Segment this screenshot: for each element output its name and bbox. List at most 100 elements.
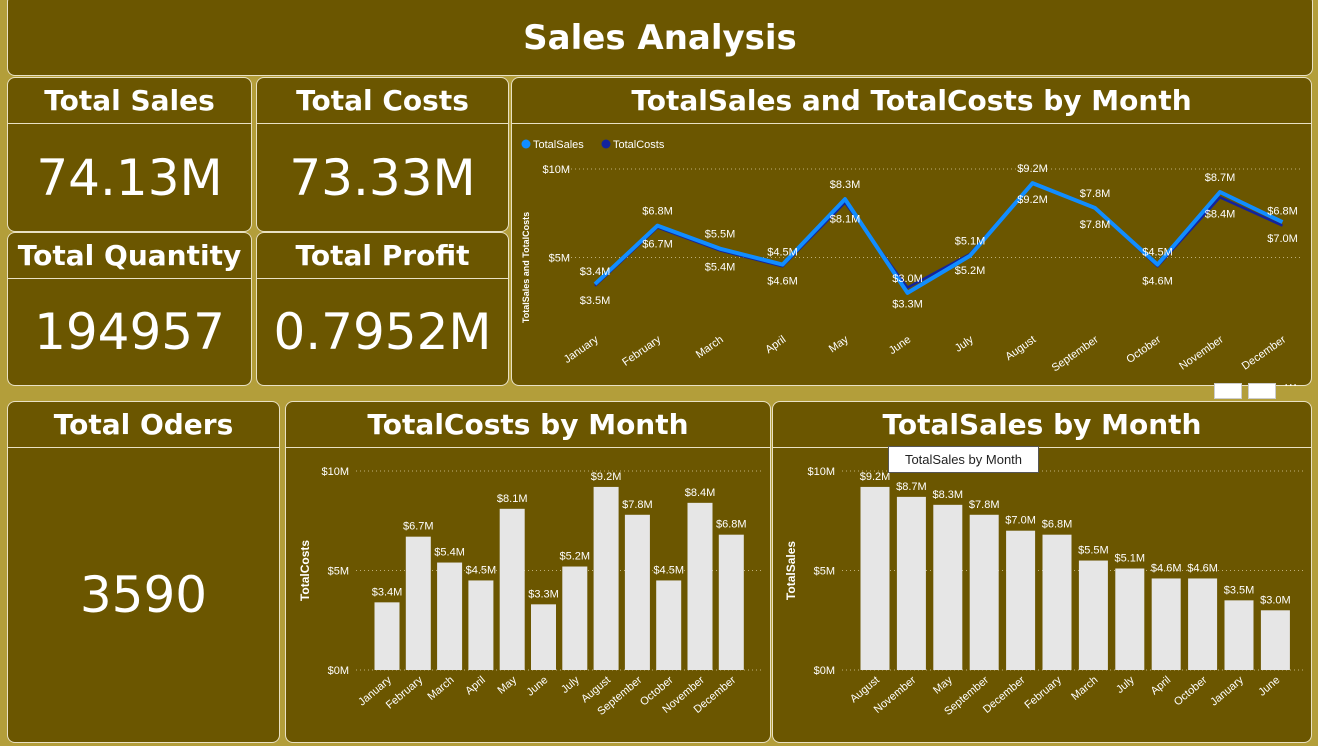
data-label: $8.3M [933,489,964,501]
bar [687,502,713,670]
x-tick-label: March [425,674,456,703]
dashboard-title: Sales Analysis [523,18,797,58]
data-label: $3.3M [892,299,923,311]
data-label: $4.5M [1142,246,1173,258]
bar [1042,534,1072,670]
data-label: $8.7M [896,481,927,493]
x-tick-label: April [763,334,788,356]
data-label: $4.5M [767,246,798,258]
data-label: $6.7M [642,238,673,250]
kpi-value: 0.7952M [273,303,492,361]
x-tick-label: September [1050,333,1101,374]
data-label: $3.4M [580,266,611,278]
data-label: $3.4M [372,586,403,598]
data-label: $8.4M [685,487,716,499]
x-tick-label: January [562,333,601,366]
data-label: $5.2M [955,265,986,277]
kpi-total-quantity[interactable]: Total Quantity 194957 [7,232,252,386]
x-tick-label: April [463,674,488,697]
data-label: $8.4M [1205,208,1236,220]
y-tick-label: $5M [814,566,835,578]
bar [896,496,926,670]
chart-title: TotalSales and TotalCosts by Month [512,78,1311,124]
data-label: $4.6M [767,276,798,288]
kpi-total-sales[interactable]: Total Sales 74.13M [7,77,252,232]
bar [593,486,619,670]
x-tick-label: October [1124,333,1163,365]
chart-tooltip: TotalSales by Month [888,446,1039,473]
chart-title: TotalSales by Month [773,402,1311,448]
bar [1224,600,1254,670]
data-label: $4.6M [1142,276,1173,288]
data-label: $4.6M [1187,562,1218,574]
data-label: $3.0M [892,273,923,285]
sales-bar-chart[interactable]: $10M$5M$0MTotalSales$9.2MAugust$8.7MNove… [773,402,1312,743]
x-tick-label: May [931,674,955,697]
x-tick-label: June [1256,674,1282,699]
x-tick-label: July [1114,674,1137,696]
kpi-value: 194957 [34,303,225,361]
data-label: $7.8M [969,499,1000,511]
x-tick-label: June [887,334,913,358]
y-tick-label: $10M [321,466,349,478]
data-label: $9.2M [1017,163,1048,175]
bar [468,580,494,670]
data-label: $9.2M [1017,194,1048,206]
data-label: $5.1M [1115,553,1146,565]
data-label: $9.2M [860,471,891,483]
bar [1078,560,1108,670]
legend-label: TotalSales [533,139,584,151]
data-label: $6.8M [642,206,673,218]
data-label: $4.6M [1151,562,1182,574]
costs-chart-card[interactable]: TotalCosts by Month $10M $5M $0M TotalCosts… [285,401,771,743]
legend-label: TotalCosts [613,139,665,151]
kpi-label: Total Sales [8,78,251,124]
kpi-label: Total Oders [8,402,279,448]
kpi-label: Total Quantity [8,233,251,279]
y-tick-label: $0M [328,665,349,677]
data-label: $5.4M [434,547,465,559]
kpi-value: 3590 [79,566,208,624]
bar [1006,530,1036,670]
focus-mode-icon[interactable] [1214,383,1242,399]
x-tick-label: August [848,674,882,705]
y-axis-title: TotalCosts [298,540,312,601]
line-chart-card[interactable]: TotalSales and TotalCosts by Month $10M $… [511,77,1312,386]
x-tick-label: November [1177,333,1226,372]
bar [437,562,463,670]
data-label: $8.1M [497,493,528,505]
data-label: $5.5M [1078,545,1109,557]
bar [531,604,556,670]
y-tick-label: $10M [542,164,570,176]
y-tick-label: $10M [807,466,835,478]
bar [1188,578,1218,670]
x-tick-label: January [1208,674,1246,709]
x-tick-label: May [495,674,519,697]
x-tick-label: February [1022,674,1064,712]
bar [933,504,963,670]
filter-icon[interactable] [1248,383,1276,399]
bar [860,486,890,670]
data-label: $6.8M [716,519,747,531]
data-label: $8.3M [830,179,861,191]
more-options-icon[interactable]: ··· [1284,378,1298,394]
data-label: $3.5M [580,295,611,307]
data-label: $3.5M [1224,584,1255,596]
sales-chart-card[interactable]: TotalSales by Month $10M $5M $0M TotalSales… [772,401,1312,743]
data-label: $6.8M [1267,206,1298,218]
y-axis-title: TotalSales and TotalCosts [521,212,531,323]
data-label: $3.3M [528,588,559,600]
kpi-total-profit[interactable]: Total Profit 0.7952M [256,232,509,386]
x-tick-label: March [1069,674,1100,703]
y-tick-label: $5M [328,566,349,578]
series-line-totalsales [593,181,1284,295]
series-line-totalcosts [594,181,1284,289]
kpi-total-orders[interactable]: Total Oders 3590 [7,401,280,743]
kpi-total-costs[interactable]: Total Costs 73.33M [256,77,509,232]
data-label: $5.2M [560,551,591,563]
data-label: $7.0M [1267,233,1298,245]
x-tick-label: April [1149,674,1174,697]
data-label: $4.5M [653,564,684,576]
